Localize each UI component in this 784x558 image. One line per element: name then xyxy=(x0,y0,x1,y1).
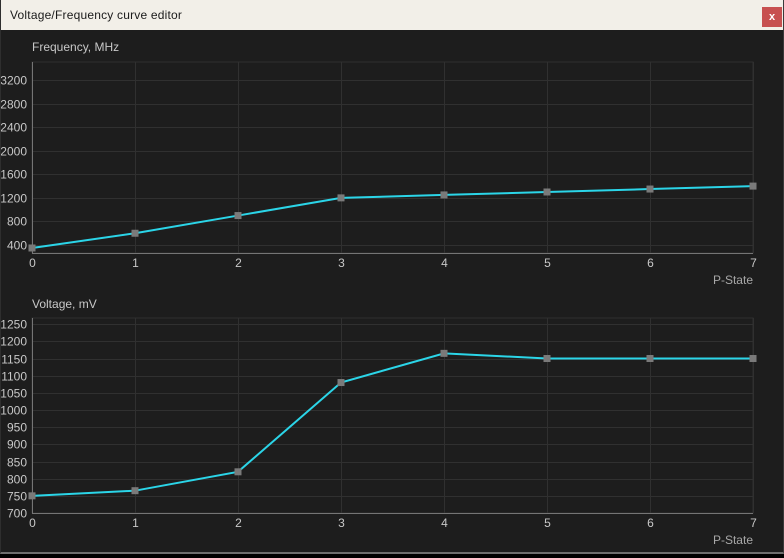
y-tick-label: 1200 xyxy=(1,335,27,349)
voltage-curve xyxy=(31,352,753,497)
x-tick-label: 6 xyxy=(647,516,654,530)
y-tick-label: 400 xyxy=(7,239,27,253)
voltage-point-marker-p2[interactable] xyxy=(234,468,242,476)
x-tick-label: 5 xyxy=(544,256,551,270)
voltage-point-marker-p3[interactable] xyxy=(337,379,345,387)
frequency-point-marker-p3[interactable] xyxy=(337,194,345,202)
y-tick-label: 1050 xyxy=(1,387,27,401)
x-tick-label: 1 xyxy=(132,256,139,270)
x-tick-label: 4 xyxy=(441,256,448,270)
y-tick-label: 750 xyxy=(7,490,27,504)
voltage-chart-title: Voltage, mV xyxy=(32,297,97,311)
plot-border xyxy=(31,61,754,254)
x-tick-label: 4 xyxy=(441,516,448,530)
y-tick-label: 1200 xyxy=(1,192,27,206)
voltage-chart: Voltage, mV70075080085090095010001050110… xyxy=(1,297,757,547)
voltage-point-marker-p1[interactable] xyxy=(131,487,139,495)
x-tick-label: 0 xyxy=(29,516,36,530)
voltage-point-marker-p6[interactable] xyxy=(646,355,654,363)
y-tick-label: 1100 xyxy=(1,370,27,384)
y-tick-label: 700 xyxy=(7,507,27,521)
y-tick-label: 2800 xyxy=(1,98,27,112)
charts-canvas: Frequency, MHz40080012001600200024002800… xyxy=(1,40,757,547)
x-tick-label: 2 xyxy=(235,256,242,270)
frequency-point-marker-p7[interactable] xyxy=(749,182,757,190)
y-tick-label: 900 xyxy=(7,438,27,452)
frequency-point-marker-p1[interactable] xyxy=(131,229,139,237)
plot-border xyxy=(31,317,754,514)
y-tick-label: 3200 xyxy=(1,74,27,88)
x-tick-label: 0 xyxy=(29,256,36,270)
y-tick-label: 800 xyxy=(7,215,27,229)
y-tick-label: 1600 xyxy=(1,168,27,182)
window-title: Voltage/Frequency curve editor xyxy=(10,8,183,22)
x-tick-label: 1 xyxy=(132,516,139,530)
x-tick-label: 6 xyxy=(647,256,654,270)
x-tick-label: 7 xyxy=(750,516,757,530)
frequency-point-marker-p0[interactable] xyxy=(28,244,36,252)
title-bar[interactable]: Voltage/Frequency curve editor x xyxy=(1,0,783,30)
frequency-point-marker-p2[interactable] xyxy=(234,212,242,220)
y-tick-label: 1250 xyxy=(1,318,27,332)
frequency-curve xyxy=(31,185,754,249)
voltage-point-marker-p4[interactable] xyxy=(440,349,448,357)
voltage-point-marker-p7[interactable] xyxy=(749,355,757,363)
frequency-point-marker-p6[interactable] xyxy=(646,185,654,193)
frequency-point-marker-p4[interactable] xyxy=(440,191,448,199)
x-tick-label: 5 xyxy=(544,516,551,530)
frequency-point-marker-p5[interactable] xyxy=(543,188,551,196)
y-tick-label: 2000 xyxy=(1,145,27,159)
voltage-x-axis-label: P-State xyxy=(713,533,753,547)
y-tick-label: 1000 xyxy=(1,404,27,418)
y-tick-label: 850 xyxy=(7,456,27,470)
x-tick-label: 3 xyxy=(338,256,345,270)
x-tick-label: 3 xyxy=(338,516,345,530)
frequency-chart: Frequency, MHz 400 800 1200 1600 2000 2400 2800… xyxy=(1,40,757,287)
close-button[interactable]: x xyxy=(762,7,782,27)
frequency-chart-title: Frequency, MHz xyxy=(32,40,119,54)
y-tick-label: 800 xyxy=(7,473,27,487)
y-tick-label: 1150 xyxy=(1,353,27,367)
frequency-x-axis-label: P-State xyxy=(713,273,753,287)
x-tick-label: 7 xyxy=(750,256,757,270)
y-tick-label: 2400 xyxy=(1,121,27,135)
y-tick-label: 950 xyxy=(7,421,27,435)
voltage-point-marker-p5[interactable] xyxy=(543,355,551,363)
voltage-point-marker-p0[interactable] xyxy=(28,492,36,500)
x-tick-label: 2 xyxy=(235,516,242,530)
